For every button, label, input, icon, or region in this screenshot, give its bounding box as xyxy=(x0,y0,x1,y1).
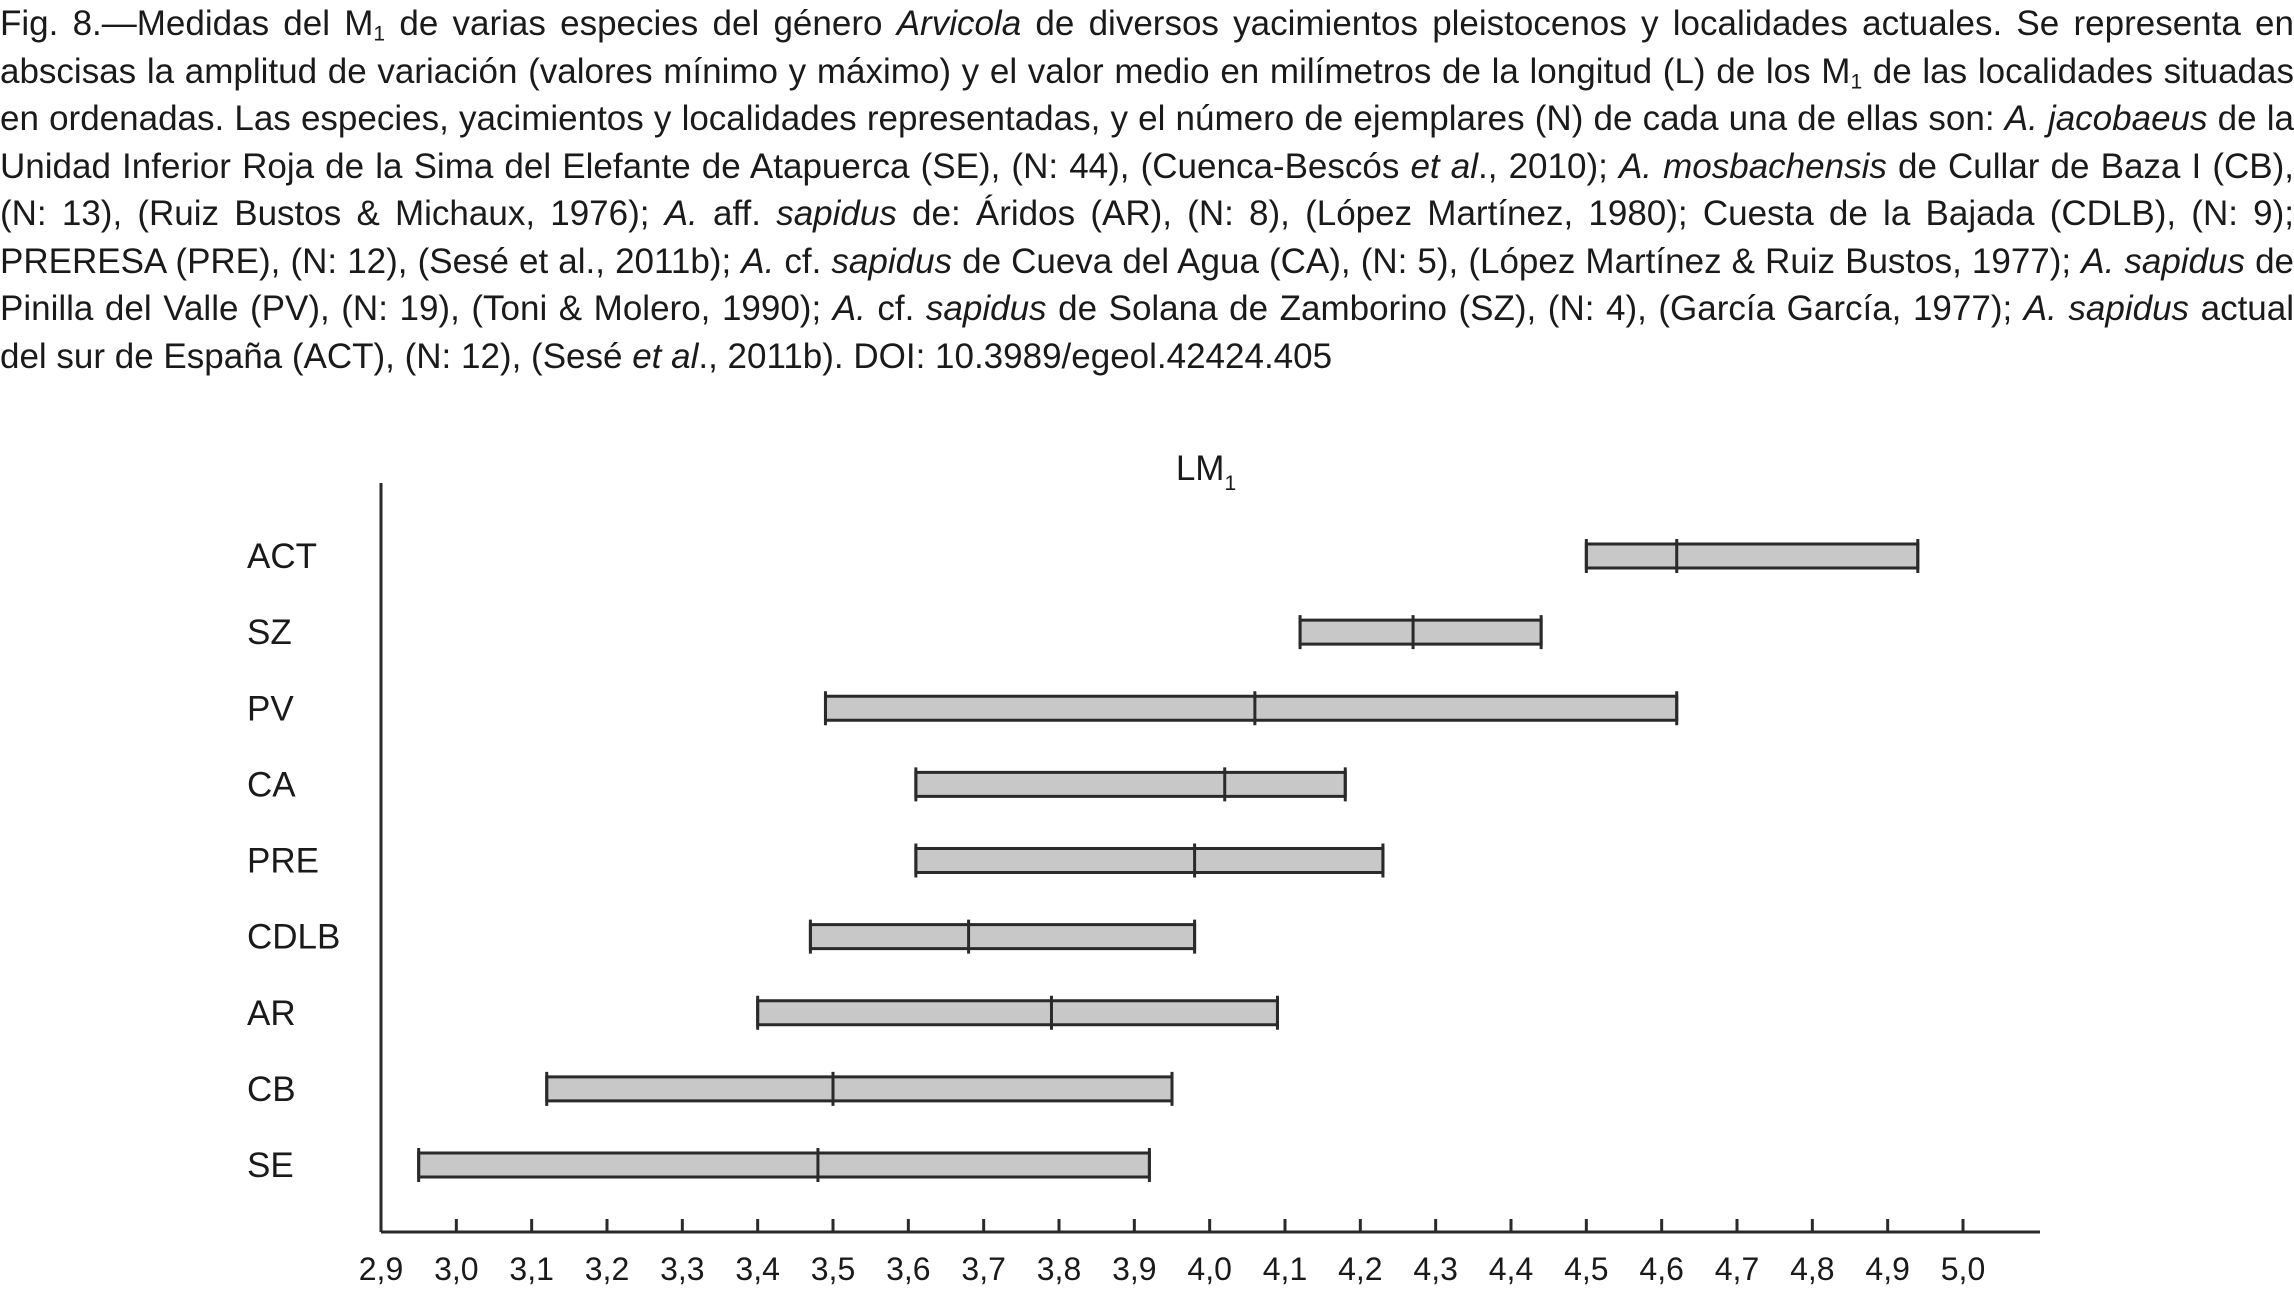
caption-segment: et al xyxy=(632,336,699,376)
caption-segment: de diversos yacimientos pleistocenos y l… xyxy=(0,4,2294,91)
category-label-act: ACT xyxy=(247,537,317,576)
caption-segment: sapidus xyxy=(925,289,1047,328)
caption-segment: Fig. 8.—Medidas del M xyxy=(0,4,374,43)
x-tick-label: 3,4 xyxy=(735,1251,779,1287)
caption-segment: cf. xyxy=(865,289,926,328)
caption-segment: de: Áridos (AR), (N: 8), (López Martínez… xyxy=(0,194,2294,281)
category-label-sz: SZ xyxy=(247,613,292,652)
x-tick-label: 2,9 xyxy=(359,1251,403,1287)
caption-segment: 1 xyxy=(373,22,386,46)
caption-segment: Arvicola xyxy=(896,4,1022,43)
category-label-ca: CA xyxy=(247,765,296,804)
caption-segment: actual del sur de España (ACT), (N: 12),… xyxy=(0,289,2294,376)
x-tick-label: 5,0 xyxy=(1941,1251,1985,1287)
caption-segment: cf. xyxy=(774,241,832,281)
caption-segment: A. sapidus xyxy=(2081,241,2245,281)
x-tick-label: 4,1 xyxy=(1263,1251,1307,1287)
category-label-cdlb: CDLB xyxy=(247,918,340,957)
range-bar-body xyxy=(1584,542,1920,570)
x-tick-label: 3,6 xyxy=(886,1251,930,1287)
caption-segment: 1 xyxy=(1850,69,1863,93)
figure-caption: Fig. 8.—Medidas del M1 de varias especie… xyxy=(0,0,2294,380)
x-tick-label: 4,7 xyxy=(1715,1251,1759,1287)
caption-segment: A. mosbachensis xyxy=(1618,146,1887,186)
range-bar-act xyxy=(1584,539,1920,573)
caption-segment: A. xyxy=(741,241,775,281)
y-axis-category-labels: ACT SZ PV CA PRE CDLB AR CB SE xyxy=(247,537,340,1185)
range-bar-body xyxy=(545,1075,1174,1103)
caption-segment: de varias especies del género xyxy=(385,4,897,43)
x-tick-label: 3,8 xyxy=(1037,1251,1081,1287)
category-label-se: SE xyxy=(247,1146,294,1185)
x-tick-label: 3,5 xyxy=(811,1251,855,1287)
range-bars xyxy=(417,539,1920,1182)
range-bar-sz xyxy=(1298,615,1543,650)
x-tick-label: 4,4 xyxy=(1489,1251,1533,1287)
range-bar-body xyxy=(823,694,1679,722)
range-bar-pv xyxy=(823,691,1679,726)
range-bar-body xyxy=(1298,618,1543,646)
caption-segment: A. xyxy=(664,194,698,233)
category-label-pv: PV xyxy=(247,689,294,728)
x-tick-label: 4,5 xyxy=(1564,1251,1608,1287)
caption-segment: ., 2011b). DOI: 10.3989/egeol.42424.405 xyxy=(698,336,1333,376)
x-tick-label: 4,0 xyxy=(1187,1251,1231,1287)
x-tick-label: 3,0 xyxy=(434,1251,478,1287)
chart-title: LM1 xyxy=(1176,449,1236,495)
caption-segment: sapidus xyxy=(776,194,897,233)
chart-title-subscript: 1 xyxy=(1224,472,1236,495)
x-tick-label: 4,9 xyxy=(1865,1251,1909,1287)
x-tick-label: 4,2 xyxy=(1338,1251,1382,1287)
category-label-pre: PRE xyxy=(247,842,319,881)
category-label-cb: CB xyxy=(247,1070,296,1109)
caption-segment: aff. xyxy=(697,194,777,233)
caption-segment: A. xyxy=(832,289,866,328)
caption-segment: de la Unidad Inferior Roja de la Sima de… xyxy=(0,99,2294,186)
range-bar-body xyxy=(808,923,1197,951)
range-bar-pre xyxy=(914,843,1385,878)
range-bar-body xyxy=(914,847,1385,874)
x-tick-label: 3,2 xyxy=(585,1251,629,1287)
caption-segment: sapidus xyxy=(831,241,953,281)
chart-title-main: LM xyxy=(1176,449,1225,488)
x-tick-label: 3,3 xyxy=(660,1251,704,1287)
x-axis-ticks: 2,9 3,0 3,1 3,2 3,3 3,4 3,5 3,6 3,7 3,8 3,9 4,0 4,1 4… xyxy=(359,1219,1985,1287)
x-tick-label: 4,3 xyxy=(1413,1251,1457,1287)
range-bar-body xyxy=(756,999,1279,1027)
range-bar-body xyxy=(417,1151,1151,1179)
range-bar-ca xyxy=(914,767,1347,802)
range-bar-body xyxy=(914,770,1347,798)
range-bar-cdlb xyxy=(808,919,1197,954)
caption-segment: de Cullar de Baza I (CB), (N: 13), (Ruiz… xyxy=(0,146,2294,234)
x-tick-label: 3,9 xyxy=(1112,1251,1156,1287)
range-bar-cb xyxy=(545,1071,1174,1106)
caption-segment: de Pinilla del Valle (PV), (N: 19), (Ton… xyxy=(0,241,2294,329)
caption-segment: A. jacobaeus xyxy=(2004,99,2208,138)
caption-segment: de Cueva del Agua (CA), (N: 5), (López M… xyxy=(952,241,2082,281)
caption-segment: de las localidades situadas en ordenadas… xyxy=(0,51,2294,139)
x-tick-label: 3,7 xyxy=(961,1251,1005,1287)
range-bar-ar xyxy=(756,995,1279,1030)
caption-segment: A. sapidus xyxy=(2023,289,2190,328)
category-label-ar: AR xyxy=(247,994,296,1033)
caption-segment: et al xyxy=(1410,146,1479,186)
range-bar-se xyxy=(417,1148,1151,1182)
x-tick-label: 4,8 xyxy=(1790,1251,1834,1287)
caption-segment: de Solana de Zamborino (SZ), (N: 4), (Ga… xyxy=(1046,289,2024,328)
x-tick-label: 3,1 xyxy=(509,1251,553,1287)
x-tick-label: 4,6 xyxy=(1639,1251,1683,1287)
caption-segment: ., 2010); xyxy=(1478,146,1619,186)
